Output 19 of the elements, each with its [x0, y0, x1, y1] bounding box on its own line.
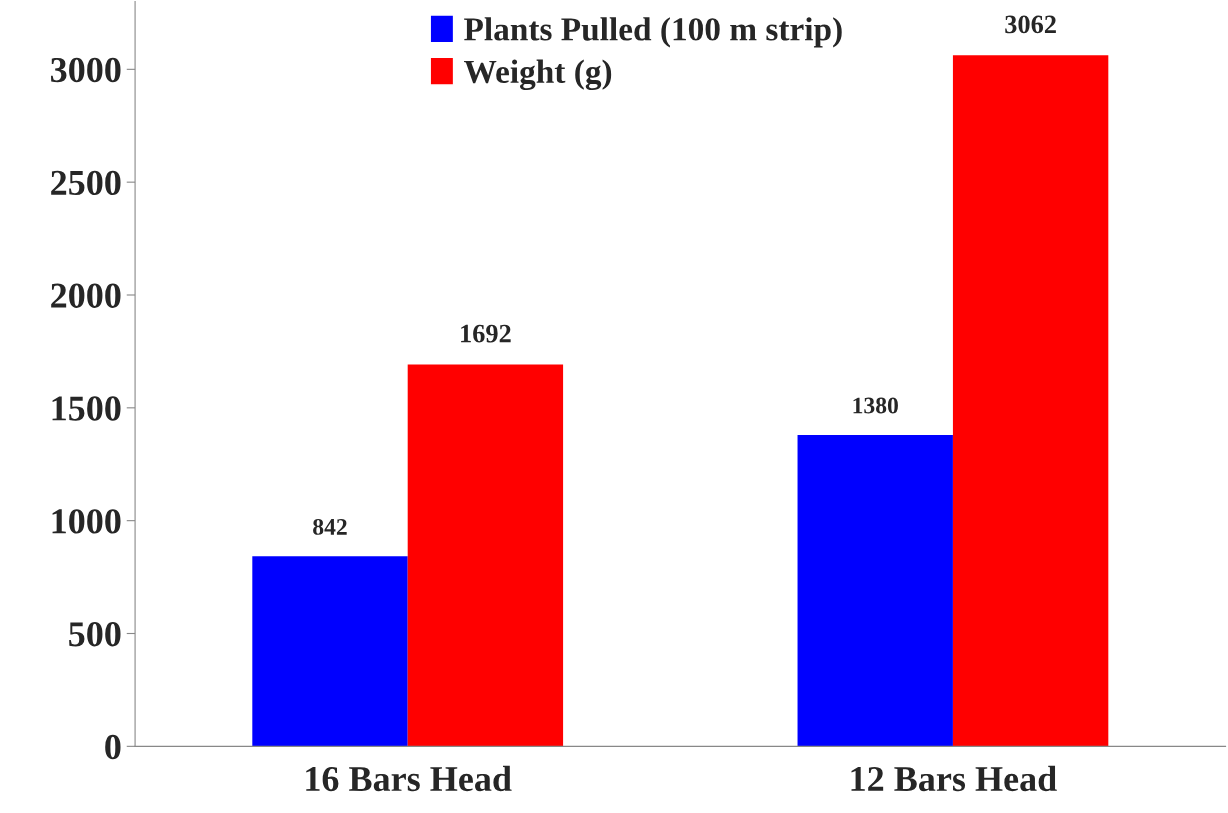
y-tick-label: 3000 [51, 57, 121, 83]
y-tick-label: 500 [69, 622, 121, 647]
data-label: 1380 [853, 397, 898, 414]
y-tick-label: 0 [105, 734, 121, 760]
data-label: 1692 [461, 324, 511, 343]
bar [952, 55, 1109, 747]
x-tick-label: 16 Bars Head [306, 765, 512, 792]
bar [252, 556, 408, 747]
bar [797, 434, 953, 747]
y-tick-label: 1500 [52, 396, 121, 421]
legend-label: Plants Pulled (100 m strip) [464, 17, 842, 48]
legend-label: Weight (g) [464, 59, 612, 91]
x-tick-label: 12 Bars Head [851, 765, 1057, 792]
data-label: 842 [313, 518, 347, 535]
y-tick-label: 2000 [51, 283, 121, 308]
bar [407, 364, 564, 747]
data-label: 3062 [1005, 15, 1056, 34]
y-tick-label: 2500 [51, 170, 121, 196]
y-tick-label: 1000 [52, 509, 121, 534]
